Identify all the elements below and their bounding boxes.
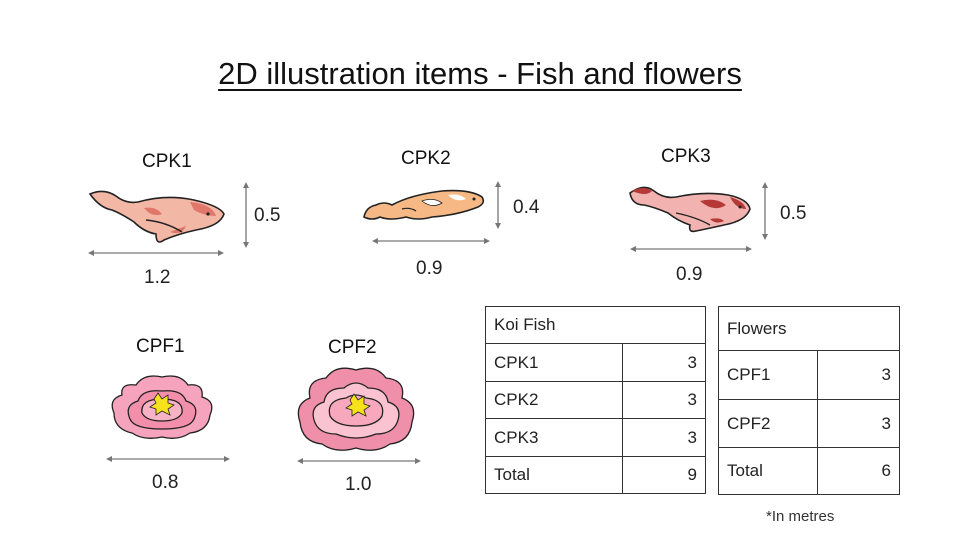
- table-header: Flowers: [718, 306, 900, 351]
- table-cell-name: CPK2: [485, 381, 623, 419]
- width-arrow-cpf1: [106, 456, 230, 462]
- height-value-cpk1: 0.5: [254, 205, 281, 226]
- table-total-value: 6: [817, 447, 900, 495]
- fish-label-cpk1: CPK1: [142, 151, 192, 172]
- length-arrow-cpk2: [372, 238, 490, 244]
- page-title: 2D illustration items - Fish and flowers: [218, 56, 742, 91]
- units-footnote: *In metres: [766, 508, 835, 525]
- fish-label-cpk2: CPK2: [401, 148, 451, 169]
- height-value-cpk2: 0.4: [513, 197, 540, 218]
- koi-fish-icon: [629, 186, 751, 233]
- table-total-value: 9: [622, 456, 706, 494]
- fish-label-cpk3: CPK3: [661, 146, 711, 167]
- table-row: CPK2 3: [485, 381, 706, 419]
- length-arrow-cpk3: [630, 246, 752, 252]
- peony-flower-icon: [111, 375, 213, 439]
- peony-flower-icon: [297, 367, 415, 451]
- length-value-cpk3: 0.9: [676, 264, 703, 285]
- table-total-row: Total 9: [485, 456, 706, 494]
- table-row: CPK3 3: [485, 418, 706, 457]
- table-header-row: Flowers: [718, 306, 900, 351]
- length-arrow-cpk1: [88, 250, 224, 256]
- koi-fish-icon: [363, 189, 485, 220]
- table-row: CPF2 3: [718, 399, 900, 448]
- table-cell-qty: 3: [622, 381, 706, 419]
- koi-fish-table: Koi Fish CPK1 3 CPK2 3 CPK3 3 Total 9: [485, 306, 706, 494]
- table-cell-qty: 3: [817, 399, 900, 448]
- table-cell-name: CPF2: [718, 399, 818, 448]
- height-arrow-cpk1: [243, 182, 249, 248]
- flowers-table: Flowers CPF1 3 CPF2 3 Total 6: [718, 306, 900, 495]
- table-row: CPK1 3: [485, 343, 706, 382]
- flower-label-cpf1: CPF1: [136, 336, 185, 357]
- table-total-label: Total: [718, 447, 818, 495]
- table-cell-name: CPK3: [485, 418, 623, 457]
- table-row: CPF1 3: [718, 350, 900, 400]
- height-arrow-cpk2: [495, 181, 501, 229]
- table-header-row: Koi Fish: [485, 306, 706, 344]
- table-cell-qty: 3: [622, 343, 706, 382]
- table-cell-name: CPK1: [485, 343, 623, 382]
- length-value-cpk2: 0.9: [416, 258, 443, 279]
- height-value-cpk3: 0.5: [780, 203, 807, 224]
- width-value-cpf1: 0.8: [152, 472, 179, 493]
- table-total-row: Total 6: [718, 447, 900, 495]
- width-arrow-cpf2: [297, 458, 421, 464]
- table-cell-qty: 3: [817, 350, 900, 400]
- table-header: Koi Fish: [485, 306, 706, 344]
- table-cell-name: CPF1: [718, 350, 818, 400]
- table-total-label: Total: [485, 456, 623, 494]
- koi-fish-icon: [88, 190, 225, 243]
- table-cell-qty: 3: [622, 418, 706, 457]
- length-value-cpk1: 1.2: [144, 267, 171, 288]
- height-arrow-cpk3: [762, 182, 768, 240]
- flower-label-cpf2: CPF2: [328, 337, 377, 358]
- width-value-cpf2: 1.0: [345, 474, 372, 495]
